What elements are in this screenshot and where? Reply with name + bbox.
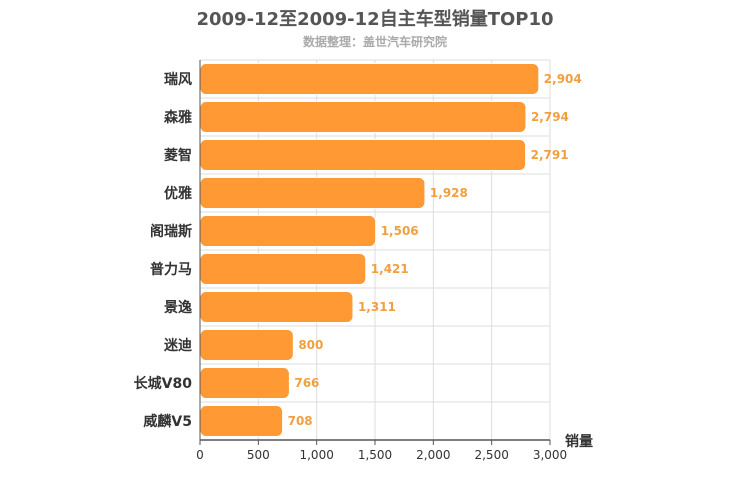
bar — [199, 253, 367, 285]
category-label: 普力马 — [150, 261, 192, 278]
category-label: 瑞风 — [164, 71, 192, 88]
x-tick-label: 500 — [247, 448, 270, 462]
x-tick-label: 1,000 — [299, 448, 333, 462]
category-label: 森雅 — [164, 109, 192, 126]
x-tick-label: 2,500 — [474, 448, 508, 462]
bar — [199, 329, 294, 361]
value-label: 2,794 — [531, 110, 569, 124]
x-tick-label: 2,000 — [416, 448, 450, 462]
bar — [199, 63, 540, 95]
x-tick-label: 3,000 — [533, 448, 567, 462]
bar — [199, 177, 426, 209]
x-tick-label: 1,500 — [358, 448, 392, 462]
category-label: 迷迪 — [163, 337, 192, 354]
chart-title: 2009-12至2009-12自主车型销量TOP10 — [196, 9, 554, 30]
value-label: 1,506 — [381, 224, 419, 238]
category-label: 阁瑞斯 — [150, 223, 192, 240]
value-label: 766 — [294, 376, 319, 390]
category-label: 长城V80 — [134, 375, 193, 392]
value-label: 1,311 — [358, 300, 396, 314]
bar — [199, 367, 290, 399]
bar — [199, 139, 527, 171]
value-label: 1,928 — [430, 186, 468, 200]
chart-subtitle: 数据整理：盖世汽车研究院 — [302, 35, 447, 49]
bar — [199, 291, 354, 323]
category-label: 景逸 — [164, 299, 192, 316]
value-labels: 2,904 2,794 2,791 1,928 1,506 1,421 1,311 800 76… — [288, 72, 582, 428]
category-label: 威麟V5 — [143, 413, 192, 430]
value-label: 2,791 — [531, 148, 569, 162]
bar — [199, 405, 284, 437]
value-label: 708 — [288, 414, 313, 428]
value-label: 800 — [298, 338, 323, 352]
value-label: 1,421 — [371, 262, 409, 276]
bar — [199, 101, 527, 133]
value-label: 2,904 — [544, 72, 582, 86]
bar — [199, 215, 377, 247]
axes: 0 500 1,000 1,500 2,000 2,500 3,000 — [196, 60, 567, 462]
category-label: 优雅 — [164, 185, 192, 202]
category-label: 菱智 — [164, 147, 192, 164]
x-axis-title: 销量 — [565, 433, 593, 450]
x-tick-label: 0 — [196, 448, 204, 462]
bars — [199, 63, 540, 437]
